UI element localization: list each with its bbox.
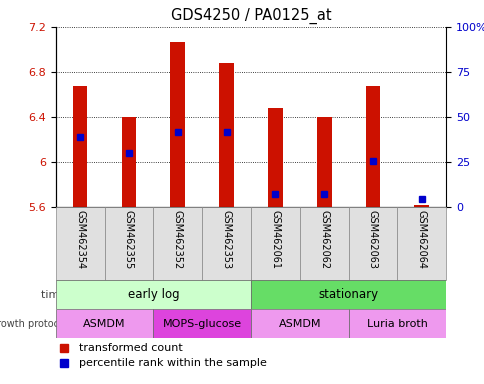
Bar <box>268 108 282 207</box>
Title: GDS4250 / PA0125_at: GDS4250 / PA0125_at <box>170 8 331 24</box>
Bar <box>299 207 348 280</box>
Text: Luria broth: Luria broth <box>366 318 427 329</box>
Bar <box>56 309 153 338</box>
Text: time ▶: time ▶ <box>41 290 78 300</box>
Text: MOPS-glucose: MOPS-glucose <box>162 318 241 329</box>
Text: growth protocol ▶: growth protocol ▶ <box>0 318 78 329</box>
Bar <box>251 207 299 280</box>
Text: GSM462352: GSM462352 <box>172 210 182 269</box>
Bar <box>316 117 331 207</box>
Text: early log: early log <box>127 288 179 301</box>
Bar <box>396 207 445 280</box>
Bar <box>105 207 153 280</box>
Bar <box>170 41 185 207</box>
Text: GSM462062: GSM462062 <box>318 210 329 269</box>
Bar <box>251 280 445 309</box>
Bar <box>365 86 379 207</box>
Bar <box>251 309 348 338</box>
Text: GSM462064: GSM462064 <box>416 210 426 268</box>
Bar <box>219 63 233 207</box>
Bar <box>414 205 428 207</box>
Text: ASMDM: ASMDM <box>83 318 125 329</box>
Text: stationary: stationary <box>318 288 378 301</box>
Bar <box>73 86 87 207</box>
Bar <box>56 207 105 280</box>
Text: transformed count: transformed count <box>79 343 182 353</box>
Text: percentile rank within the sample: percentile rank within the sample <box>79 358 267 368</box>
Bar <box>348 309 445 338</box>
Bar <box>153 207 202 280</box>
Bar <box>348 207 396 280</box>
Text: GSM462061: GSM462061 <box>270 210 280 268</box>
Text: GSM462355: GSM462355 <box>124 210 134 269</box>
Bar <box>121 117 136 207</box>
Bar <box>202 207 251 280</box>
Text: GSM462353: GSM462353 <box>221 210 231 269</box>
Text: GSM462354: GSM462354 <box>75 210 85 269</box>
Text: GSM462063: GSM462063 <box>367 210 377 268</box>
Bar <box>56 280 251 309</box>
Bar <box>153 309 251 338</box>
Text: ASMDM: ASMDM <box>278 318 320 329</box>
